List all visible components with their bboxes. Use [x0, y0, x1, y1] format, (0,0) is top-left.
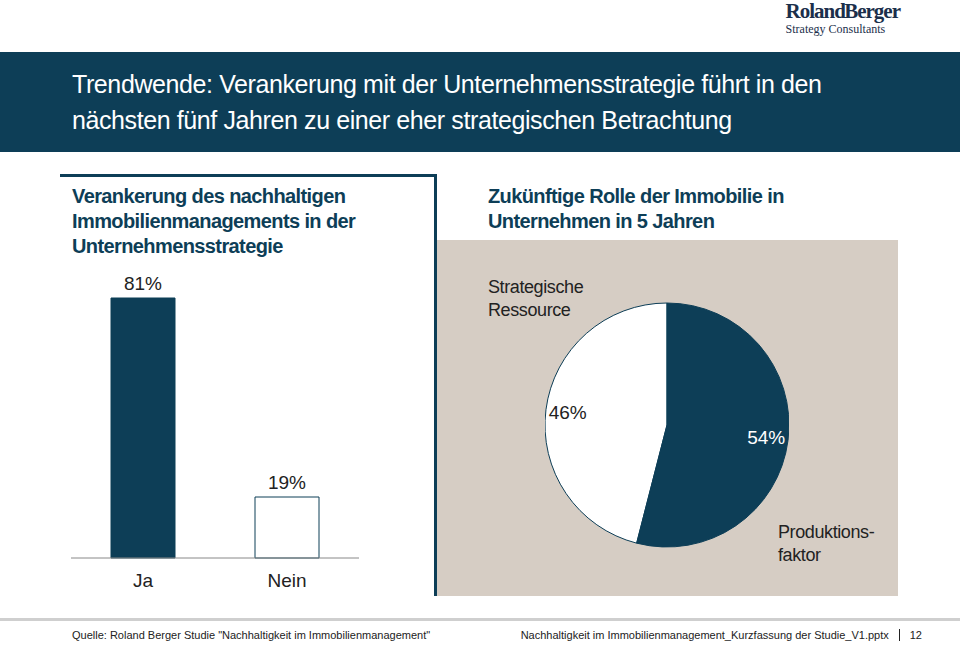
html-text:Roland Berger: Roland Berger	[785, 0, 900, 23]
html-text:Trendwende: Verankerung mit de: Trendwende: Verankerung mit der Unterneh…	[72, 70, 822, 134]
html-text:Nachhaltigkeit im Immobilienma: Nachhaltigkeit im Immobilienmanagement_K…	[520, 629, 889, 641]
svg-text:46%: 46%	[549, 402, 587, 423]
svg-text:54%: 54%	[747, 427, 785, 448]
html-text:Strategy Consultants: Strategy Consultants	[785, 22, 886, 36]
svg-text:81%: 81%	[124, 273, 162, 294]
html-text:Verankerung des nachhaltigen I: Verankerung des nachhaltigen Immobilienm…	[72, 185, 356, 257]
svg-text:Ja: Ja	[133, 570, 154, 591]
html-text:Quelle: Roland Berger Studie ": Quelle: Roland Berger Studie "Nachhaltig…	[72, 629, 431, 641]
html-text:Produktions­faktor: Produktions­faktor	[778, 522, 875, 565]
svg-text:Nein: Nein	[267, 570, 306, 591]
html-text:12: 12	[909, 629, 922, 641]
html-text:Zukünftige Rolle der Immobilie: Zukünftige Rolle der Immobilie in Untern…	[488, 185, 784, 232]
html-text:Strategische Ressource: Strategische Ressource	[488, 277, 584, 320]
svg-text:19%: 19%	[268, 472, 306, 493]
